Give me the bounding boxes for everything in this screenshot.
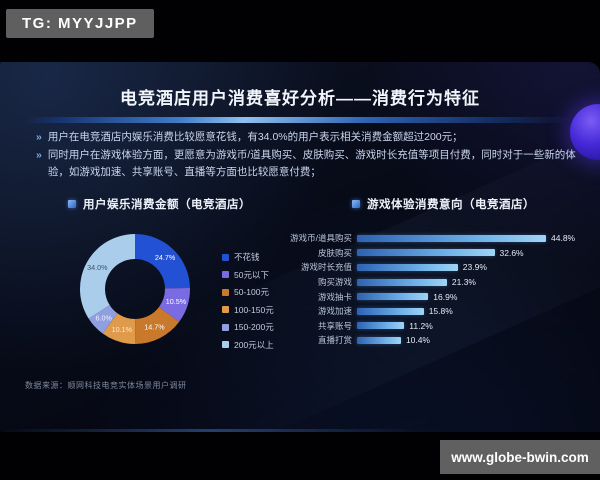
bar-value-label: 21.3% xyxy=(451,277,476,288)
legend-item: 200元以上 xyxy=(222,339,274,351)
legend-item: 100-150元 xyxy=(222,304,274,316)
bar-category-label: 游戏币/道具购买 xyxy=(290,233,352,244)
legend-label: 200元以上 xyxy=(234,339,274,350)
legend-swatch-icon xyxy=(222,341,229,348)
bar-category-label: 皮肤购买 xyxy=(317,247,352,258)
legend-swatch-icon xyxy=(222,271,229,278)
bar-row: 直播打赏 10.4% xyxy=(284,333,594,348)
pie-segment-50元以下 xyxy=(159,287,190,322)
bar-category-label: 共享账号 xyxy=(317,320,352,331)
bullet-item: » 用户在电竞酒店内娱乐消费比较愿意花钱，有34.0%的用户表示相关消费金额超过… xyxy=(36,129,584,145)
bullet-text: 用户在电竞酒店内娱乐消费比较愿意花钱，有34.0%的用户表示相关消费金额超过20… xyxy=(47,131,463,143)
bar-fill xyxy=(357,336,401,344)
pie-segment-不花钱 xyxy=(135,234,190,289)
donut-chart-title: 用户娱乐消费金额（电竞酒店） xyxy=(83,199,251,211)
pie-segment-label: 10.5% xyxy=(166,297,187,306)
bar-value-label: 16.9% xyxy=(433,291,458,302)
legend-item: 50元以下 xyxy=(222,269,274,281)
pie-segment-200元以上 xyxy=(79,234,135,319)
legend-item: 不花钱 xyxy=(222,251,274,263)
bullet-marker-icon: » xyxy=(36,131,42,143)
donut-chart-header: 用户娱乐消费金额（电竞酒店） xyxy=(68,196,251,212)
pie-segment-label: 10.1% xyxy=(112,325,133,334)
pie-segment-100-150元 xyxy=(102,313,136,345)
donut-legend: 不花钱 50元以下 50-100元 100-150元 150-200元 200元以上 xyxy=(222,251,274,351)
bar-fill xyxy=(357,263,458,271)
bar-category-label: 游戏加速 xyxy=(317,306,352,317)
bar-fill xyxy=(357,322,405,330)
legend-label: 不花钱 xyxy=(234,252,260,262)
bullet-item: » 同时用户在游戏体验方面，更愿意为游戏币/道具购买、皮肤购买、游戏时长充值等项… xyxy=(36,147,584,180)
bar-value-label: 23.9% xyxy=(462,262,487,273)
data-source-note: 数据来源：顺网科技电竞实体场景用户调研 xyxy=(25,381,187,390)
pie-segment-50-100元 xyxy=(135,306,180,344)
bullet-list: » 用户在电竞酒店内娱乐消费比较愿意花钱，有34.0%的用户表示相关消费金额超过… xyxy=(36,129,584,180)
legend-swatch-icon xyxy=(222,323,229,331)
legend-swatch-icon xyxy=(222,306,229,313)
donut-chart: 24.7% 10.5% 14.7% 10.1% 6.0% 34.0% xyxy=(79,234,190,345)
bar-value-label: 10.4% xyxy=(405,335,430,346)
bar-category-label: 游戏时长充值 xyxy=(300,262,352,273)
bar-fill xyxy=(357,307,424,315)
pie-segment-label: 14.7% xyxy=(144,322,165,331)
bar-value-label: 11.2% xyxy=(409,320,433,331)
bar-category-label: 购买游戏 xyxy=(317,277,352,288)
square-bullet-icon xyxy=(352,200,360,208)
bar-category-label: 游戏抽卡 xyxy=(317,291,352,302)
bar-fill xyxy=(357,278,447,286)
bar-row: 共享账号 11.2% xyxy=(284,319,594,334)
legend-swatch-icon xyxy=(222,288,229,296)
legend-item: 150-200元 xyxy=(222,321,274,333)
bar-row: 游戏时长充值 23.9% xyxy=(284,260,594,275)
bar-value-label: 15.8% xyxy=(428,306,453,317)
bar-chart: 游戏币/道具购买 44.8% 皮肤购买 32.6% 游戏时长充值 23.9% 购买游戏 21.… xyxy=(284,231,594,348)
legend-label: 150-200元 xyxy=(234,322,274,332)
slide-title: 电竞酒店用户消费喜好分析——消费行为特征 xyxy=(120,89,480,108)
legend-label: 50元以下 xyxy=(234,269,269,280)
bullet-text: 同时用户在游戏体验方面，更愿意为游戏币/道具购买、皮肤购买、游戏时长充值等项目付… xyxy=(47,149,576,178)
bar-row: 购买游戏 21.3% xyxy=(284,275,594,290)
pie-segment-label: 34.0% xyxy=(87,263,108,272)
legend-swatch-icon xyxy=(222,253,229,261)
bar-row: 游戏加速 15.8% xyxy=(284,304,594,319)
bar-value-label: 44.8% xyxy=(551,233,576,244)
bar-chart-title: 游戏体验消费意向（电竞酒店） xyxy=(367,199,535,211)
website-watermark-badge: www.globe-bwin.com xyxy=(440,440,600,474)
bar-fill xyxy=(357,249,495,257)
bar-fill xyxy=(357,234,546,242)
pie-segment-label: 6.0% xyxy=(96,313,113,322)
bar-row: 皮肤购买 32.6% xyxy=(284,246,594,261)
tg-watermark-badge: TG: MYYJJPP xyxy=(6,9,154,38)
legend-item: 50-100元 xyxy=(222,286,274,298)
bar-chart-header: 游戏体验消费意向（电竞酒店） xyxy=(352,196,535,212)
square-bullet-icon xyxy=(68,200,76,208)
pie-segment-label: 24.7% xyxy=(155,253,176,262)
bar-fill xyxy=(357,293,429,301)
slide-panel: 电竞酒店用户消费喜好分析——消费行为特征 » 用户在电竞酒店内娱乐消费比较愿意花… xyxy=(0,62,600,432)
bullet-marker-icon: » xyxy=(36,149,42,162)
bar-row: 游戏抽卡 16.9% xyxy=(284,289,594,304)
title-underline xyxy=(22,117,576,123)
legend-label: 50-100元 xyxy=(234,287,269,297)
legend-label: 100-150元 xyxy=(234,304,274,315)
bar-category-label: 直播打赏 xyxy=(317,335,352,346)
bar-value-label: 32.6% xyxy=(499,247,524,258)
bar-row: 游戏币/道具购买 44.8% xyxy=(284,231,594,246)
pie-segment-150-200元 xyxy=(88,305,118,334)
